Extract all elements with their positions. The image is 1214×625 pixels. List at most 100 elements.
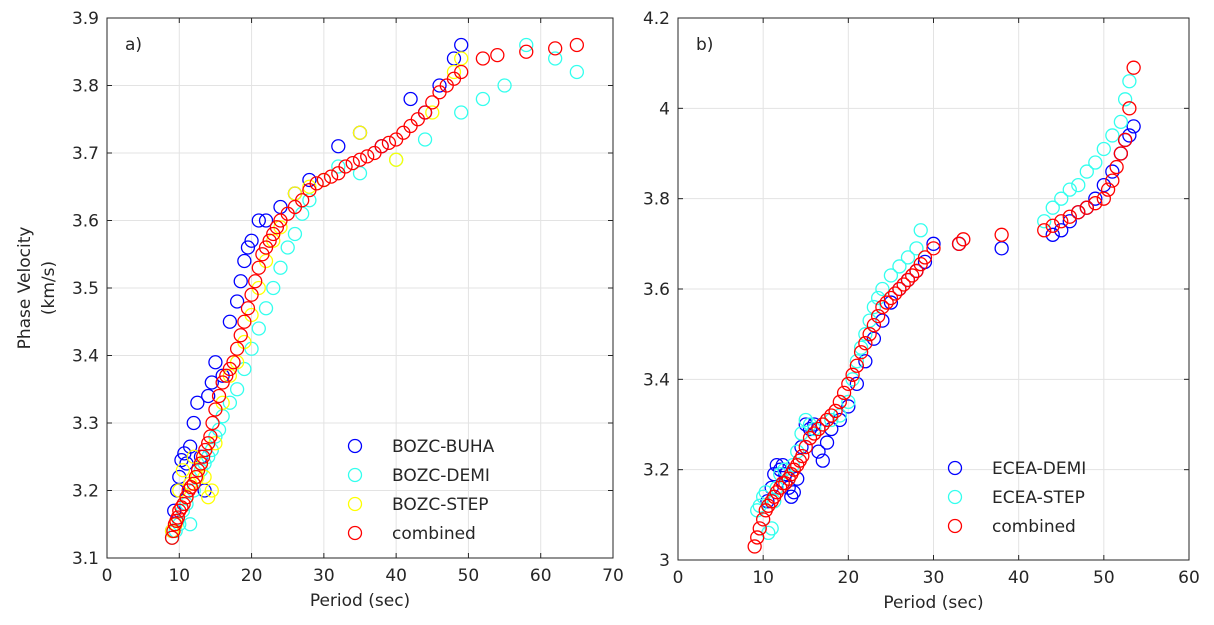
panel-a-data-point <box>302 179 317 194</box>
panel-a-y-axis-label: (km/s) <box>39 261 59 315</box>
panel-b-chart: 0 10 20 30 40 50 60 3 3.2 3.4 3.6 3.8 4 4.2 Period (se… <box>643 9 1200 613</box>
panel-b-data-point <box>807 426 822 441</box>
panel-b-data-point <box>819 435 835 450</box>
panel-a-legend-marker <box>347 438 363 454</box>
panel-b-data-point <box>786 485 801 500</box>
panel-a-legend-entry: BOZC-STEP <box>392 495 489 515</box>
panel-b-data-point <box>1105 128 1120 143</box>
panel-b-data-point <box>913 223 928 238</box>
panel-b-data-point <box>956 232 971 247</box>
panel-b-data-point <box>1088 196 1103 211</box>
panel-a-data-point <box>164 530 180 545</box>
panel-b-data-point <box>1062 209 1077 224</box>
panel-a-data-point <box>269 220 285 235</box>
panel-a-x-tick-label: 20 <box>241 566 263 586</box>
panel-a-series-bozc-buha <box>164 37 469 539</box>
panel-a-data-point <box>417 132 433 147</box>
panel-b-y-tick-label: 3.6 <box>643 280 670 300</box>
panel-a-data-point <box>251 260 266 275</box>
panel-b-data-point <box>841 399 856 414</box>
panel-b-data-point <box>1054 214 1069 229</box>
panel-a-x-tick-label: 50 <box>458 566 480 586</box>
panel-b-data-point <box>900 250 916 265</box>
panel-b-data-point <box>917 250 933 265</box>
panel-b-data-point <box>858 354 873 369</box>
panel-a-data-point <box>244 287 259 302</box>
panel-b-x-tick-label: 50 <box>1093 568 1115 588</box>
panel-b-legend-marker <box>947 489 963 505</box>
panel-b-data-point <box>1071 205 1086 220</box>
panel-a-data-point <box>490 47 505 63</box>
panel-b-data-point <box>750 530 765 545</box>
panel-b-y-tick-label: 3.8 <box>643 190 670 210</box>
panel-b-data-point <box>896 277 911 292</box>
panel-b-data-point <box>1062 182 1077 197</box>
panel-b-data-point <box>875 299 890 315</box>
panel-a-data-point <box>166 523 181 539</box>
panel-b-data-point <box>1096 191 1111 206</box>
panel-b-data-point <box>798 412 813 428</box>
panel-b-y-tick-label: 3.4 <box>643 370 670 390</box>
panel-b-data-point <box>909 241 924 256</box>
panel-b-data-point <box>883 295 899 310</box>
panel-b-data-point <box>845 367 860 382</box>
panel-a-x-tick-label: 70 <box>602 566 624 586</box>
panel-b-data-point <box>892 281 907 297</box>
panel-a-data-point <box>182 517 198 532</box>
panel-b-data-point <box>1122 74 1137 89</box>
panel-a-data-point <box>170 510 185 525</box>
panel-b-data-point <box>862 327 877 342</box>
panel-b-data-point <box>1045 218 1060 233</box>
panel-b-y-tick-label: 4.2 <box>643 9 670 29</box>
panel-b-data-point <box>845 372 860 387</box>
panel-a-y-tick-label: 3.3 <box>72 414 99 434</box>
panel-b-data-point <box>841 376 856 392</box>
panel-a-data-point <box>175 463 191 478</box>
panel-b-data-point <box>1105 173 1120 188</box>
panel-a-data-point <box>446 64 462 80</box>
panel-a-data-point <box>233 274 248 289</box>
panel-a-data-point <box>233 328 248 343</box>
panel-a-data-point <box>302 172 317 188</box>
panel-a-data-point <box>287 226 303 242</box>
panel-a-data-point <box>186 476 201 491</box>
panel-a-data-point <box>255 247 270 262</box>
panel-b-x-tick-label: 60 <box>1178 568 1200 588</box>
panel-a-data-point <box>309 176 324 191</box>
panel-b-data-point <box>926 236 941 251</box>
panel-a-y-tick-label: 3.5 <box>72 279 99 299</box>
panel-b-data-point <box>811 444 826 459</box>
panel-a-data-point <box>201 490 216 505</box>
panel-a-series-combined <box>164 37 585 545</box>
panel-a-data-point <box>454 105 469 120</box>
panel-a-data-point <box>519 44 534 59</box>
panel-a-data-point <box>229 382 245 397</box>
panel-a-data-point <box>176 496 191 512</box>
panel-a-data-point <box>193 456 209 471</box>
panel-a-data-point <box>203 429 218 444</box>
panel-a-y-tick-label: 3.9 <box>72 9 99 29</box>
panel-b-data-point <box>764 521 779 536</box>
panel-a-data-point <box>352 152 368 167</box>
panel-b-data-point <box>1045 200 1060 215</box>
panel-a-data-point <box>425 95 440 110</box>
panel-a-data-point <box>222 395 238 410</box>
panel-b-data-point <box>1122 128 1137 143</box>
panel-a-data-point <box>258 213 274 228</box>
panel-b-label: b) <box>696 35 713 55</box>
panel-b-y-tick-label: 3 <box>659 551 670 571</box>
panel-a-data-point <box>295 193 310 208</box>
panel-b-data-point <box>1071 177 1086 193</box>
panel-a-data-point <box>338 159 353 174</box>
panel-b-data-point <box>1054 191 1069 206</box>
panel-a-x-axis-label: Period (sec) <box>310 591 410 611</box>
panel-b-data-point <box>802 430 818 446</box>
panel-b-data-point <box>832 394 847 410</box>
panel-b-legend-entry: ECEA-STEP <box>992 488 1085 508</box>
panel-b-data-point <box>883 268 899 283</box>
panel-b-data-point <box>807 417 822 432</box>
panel-b-data-point <box>747 539 762 554</box>
panel-a-data-point <box>403 91 418 107</box>
panel-a-data-point <box>204 375 219 390</box>
panel-b-data-point <box>1126 60 1141 75</box>
